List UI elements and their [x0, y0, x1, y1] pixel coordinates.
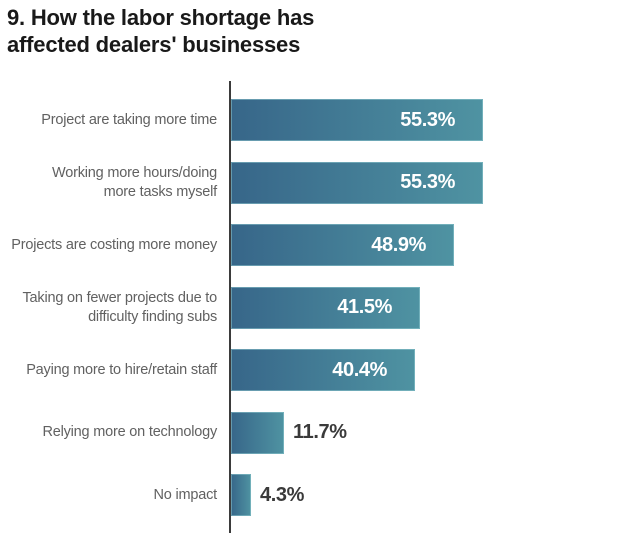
chart-title-line1: 9. How the labor shortage has: [7, 5, 315, 30]
bar-wrap: 40.4%: [231, 349, 415, 391]
bar: 41.5%: [231, 286, 420, 329]
bar-wrap: 41.5%: [231, 286, 420, 329]
category-label: Paying more to hire/retain staff: [0, 361, 229, 380]
bar-row: Project are taking more time 55.3%: [0, 99, 640, 141]
category-label-line: difficulty finding subs: [88, 308, 217, 325]
value-label: 40.4%: [332, 358, 387, 381]
bar-wrap: 48.9%: [231, 224, 454, 266]
category-label-line: Taking on fewer projects due to: [22, 289, 218, 306]
value-label: 55.3%: [400, 171, 455, 193]
bar: 55.3%: [231, 161, 483, 204]
category-label: Taking on fewer projects due to difficult…: [0, 289, 229, 327]
bar-wrap: 4.3%: [231, 474, 304, 516]
bar-wrap: 55.3%: [231, 99, 483, 141]
category-label-line: Projects are costing more money: [11, 236, 217, 253]
category-label-line: Paying more to hire/retain staff: [26, 361, 217, 378]
value-label: 41.5%: [337, 296, 392, 318]
category-label: Relying more on technology: [0, 423, 229, 442]
bar: [231, 474, 251, 516]
chart-title: 9. How the labor shortage has affected de…: [7, 4, 314, 58]
bar-row: Working more hours/doing more tasks mysel…: [0, 161, 640, 204]
chart-rows: Project are taking more time 55.3% Working…: [0, 99, 640, 537]
y-axis-line: [229, 81, 231, 533]
bar-row: Paying more to hire/retain staff 40.4%: [0, 349, 640, 391]
value-label: 48.9%: [371, 233, 426, 256]
bar: 40.4%: [231, 349, 415, 391]
value-label: 11.7%: [293, 421, 347, 443]
bar-row: No impact 4.3%: [0, 474, 640, 516]
value-label: 4.3%: [260, 483, 304, 506]
category-label: Project are taking more time: [0, 111, 229, 130]
bar: 48.9%: [231, 224, 454, 266]
value-label: 55.3%: [400, 108, 455, 131]
category-label: Working more hours/doing more tasks mysel…: [0, 164, 229, 202]
category-label-line: more tasks myself: [103, 183, 218, 200]
bar: [231, 411, 284, 454]
bar-row: Taking on fewer projects due to difficult…: [0, 286, 640, 329]
chart-title-line2: affected dealers' businesses: [7, 32, 301, 57]
bar-row: Projects are costing more money 48.9%: [0, 224, 640, 266]
category-label-line: Project are taking more time: [41, 111, 217, 128]
category-label-line: No impact: [153, 486, 218, 503]
category-label-line: Working more hours/doing: [52, 164, 217, 181]
bar-chart: Project are taking more time 55.3% Working…: [0, 81, 640, 533]
bar-row: Relying more on technology 11.7%: [0, 411, 640, 454]
bar: 55.3%: [231, 99, 483, 141]
category-label-line: Relying more on technology: [42, 424, 217, 440]
category-label: Projects are costing more money: [0, 236, 229, 255]
category-label: No impact: [0, 486, 229, 505]
bar-wrap: 55.3%: [231, 161, 483, 204]
bar-wrap: 11.7%: [231, 411, 347, 454]
